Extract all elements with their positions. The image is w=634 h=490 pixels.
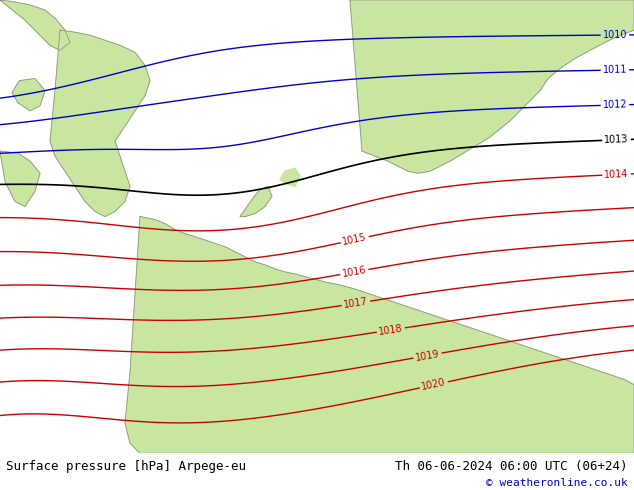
Polygon shape (125, 217, 634, 453)
Text: 1017: 1017 (343, 296, 369, 310)
Text: 1012: 1012 (602, 100, 628, 110)
Polygon shape (50, 30, 150, 217)
Text: 1010: 1010 (603, 30, 627, 40)
Polygon shape (0, 151, 40, 206)
Polygon shape (280, 168, 300, 186)
Text: 1018: 1018 (378, 323, 404, 337)
Text: 1011: 1011 (602, 65, 627, 75)
Text: Th 06-06-2024 06:00 UTC (06+24): Th 06-06-2024 06:00 UTC (06+24) (395, 460, 628, 473)
Text: 1020: 1020 (421, 377, 447, 392)
Text: 1016: 1016 (341, 265, 367, 279)
Text: 1019: 1019 (415, 348, 441, 363)
Text: 1015: 1015 (342, 232, 368, 247)
Polygon shape (350, 0, 634, 173)
Text: 1014: 1014 (604, 169, 629, 180)
Text: 1013: 1013 (604, 134, 629, 146)
Polygon shape (0, 0, 70, 50)
Polygon shape (240, 186, 272, 217)
Text: Surface pressure [hPa] Arpege-eu: Surface pressure [hPa] Arpege-eu (6, 460, 247, 473)
Polygon shape (12, 78, 45, 111)
Text: © weatheronline.co.uk: © weatheronline.co.uk (486, 478, 628, 488)
